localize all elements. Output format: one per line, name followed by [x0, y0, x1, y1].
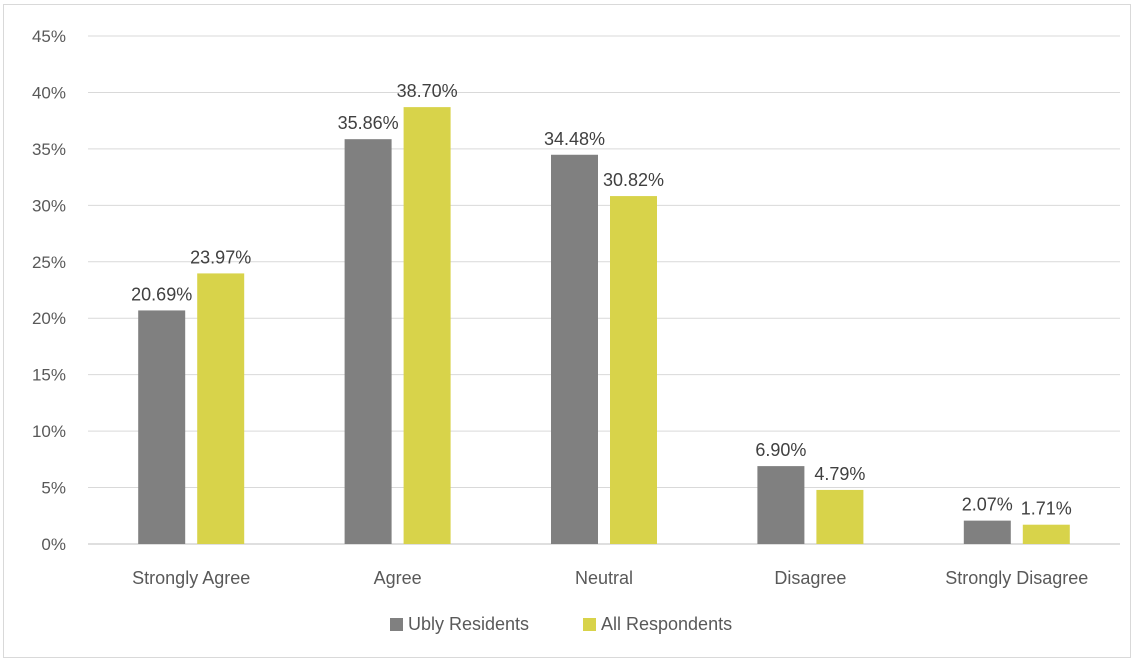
data-label: 6.90%	[755, 440, 806, 460]
y-tick-label: 10%	[32, 422, 66, 441]
x-tick-label: Strongly Agree	[132, 568, 250, 588]
legend-swatch	[583, 618, 596, 631]
data-label: 34.48%	[544, 129, 605, 149]
data-label: 38.70%	[397, 81, 458, 101]
data-label: 4.79%	[814, 464, 865, 484]
y-tick-label: 30%	[32, 196, 66, 215]
bar	[138, 310, 186, 544]
bar	[197, 273, 245, 544]
y-tick-label: 5%	[41, 479, 66, 498]
bar	[344, 139, 392, 544]
data-label: 23.97%	[190, 247, 251, 267]
y-tick-label: 25%	[32, 253, 66, 272]
legend-swatch	[390, 618, 403, 631]
bar	[816, 489, 864, 544]
data-label: 20.69%	[131, 284, 192, 304]
data-label: 1.71%	[1021, 499, 1072, 519]
y-tick-label: 35%	[32, 140, 66, 159]
y-tick-label: 45%	[32, 27, 66, 46]
bar	[757, 466, 805, 544]
bar	[403, 107, 451, 545]
legend-label: Ubly Residents	[408, 614, 529, 634]
bar	[1022, 524, 1070, 544]
data-label: 2.07%	[962, 495, 1013, 515]
data-label: 35.86%	[338, 113, 399, 133]
x-tick-label: Agree	[374, 568, 422, 588]
bar	[551, 154, 598, 545]
data-label: 30.82%	[603, 170, 664, 190]
x-tick-label: Disagree	[774, 568, 846, 588]
y-tick-label: 40%	[32, 83, 66, 102]
legend-label: All Respondents	[601, 614, 732, 634]
x-tick-label: Neutral	[575, 568, 633, 588]
x-tick-label: Strongly Disagree	[945, 568, 1088, 588]
y-tick-label: 20%	[32, 309, 66, 328]
bar	[610, 196, 657, 544]
bar	[963, 520, 1011, 544]
y-tick-label: 15%	[32, 366, 66, 385]
y-tick-label: 0%	[41, 535, 66, 554]
